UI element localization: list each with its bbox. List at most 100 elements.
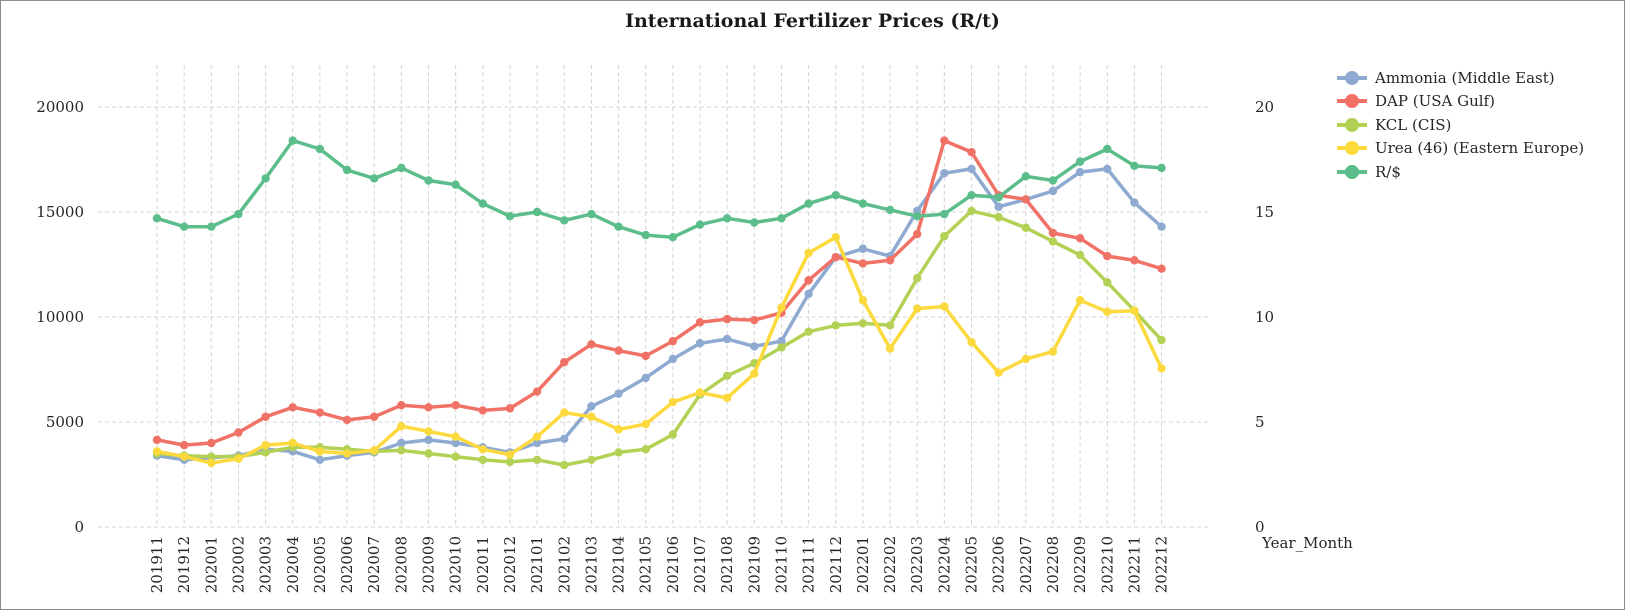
x-tick-label: 202204 [935, 536, 953, 593]
data-point [532, 432, 542, 441]
series-line [155, 138, 1164, 239]
data-point [722, 334, 732, 344]
data-point [587, 412, 596, 421]
data-point [152, 214, 162, 223]
legend-label: Urea (46) (Eastern Europe) [1375, 139, 1585, 158]
x-tick-label: 202112 [827, 536, 845, 593]
data-point [722, 393, 732, 403]
data-point [1021, 172, 1030, 181]
x-tick-label: 202211 [1125, 536, 1143, 593]
data-point [777, 214, 786, 223]
data-point [804, 248, 813, 258]
data-point [994, 193, 1003, 202]
legend-label: DAP (USA Gulf) [1375, 92, 1495, 111]
data-point [695, 388, 705, 397]
data-point [695, 318, 705, 327]
data-point [207, 452, 216, 461]
data-point [1048, 237, 1058, 246]
data-point [1075, 250, 1085, 260]
x-tick-label: 202001 [202, 536, 220, 593]
data-point [722, 371, 732, 380]
data-point [967, 206, 976, 216]
x-tick-label: 201911 [148, 536, 166, 593]
right-y-tick-label: 5 [1255, 413, 1265, 431]
data-point [614, 448, 623, 457]
left-y-tick-label: 20000 [36, 98, 84, 116]
x-tick-label: 202110 [772, 536, 790, 593]
data-point [641, 351, 650, 361]
series-layer [152, 136, 1166, 470]
data-point [152, 435, 162, 445]
data-point [207, 438, 216, 448]
data-point [1075, 167, 1085, 177]
x-tick-label: 202006 [338, 536, 356, 593]
left-y-tick-label: 10000 [36, 308, 84, 326]
data-point [641, 445, 650, 454]
x-tick-label: 202007 [365, 536, 383, 593]
data-point [397, 422, 406, 431]
x-tick-label: 202101 [528, 536, 546, 593]
data-point [451, 180, 460, 189]
legend-swatch [1337, 94, 1367, 109]
left-y-tick-label: 0 [74, 518, 84, 536]
data-point [207, 458, 216, 468]
data-point [179, 222, 189, 231]
data-point [967, 164, 976, 174]
data-point [695, 220, 705, 229]
data-point [1075, 296, 1085, 305]
chart-title: International Fertilizer Prices (R/t) [625, 10, 1000, 32]
data-point [885, 256, 895, 265]
data-point [940, 302, 949, 311]
data-point [858, 296, 868, 305]
right-y-tick-label: 20 [1255, 98, 1274, 116]
data-point [315, 408, 325, 417]
right-y-tick-label: 10 [1255, 308, 1274, 326]
data-point [1021, 354, 1030, 364]
left-y-tick-label: 5000 [46, 413, 84, 431]
x-tick-label: 202205 [963, 536, 981, 593]
data-point [234, 428, 243, 437]
data-point [288, 136, 297, 145]
data-point [1021, 223, 1030, 232]
data-point [750, 342, 759, 351]
series-2 [152, 206, 1166, 470]
data-point [831, 321, 840, 330]
data-point [532, 207, 542, 217]
data-point [804, 199, 813, 208]
data-point [668, 397, 678, 407]
data-point [668, 233, 678, 242]
data-point [451, 452, 460, 461]
data-point [858, 319, 868, 328]
data-point [288, 403, 297, 412]
data-point [261, 174, 270, 183]
x-tick-label: 202104 [610, 536, 628, 593]
x-tick-label: 202010 [447, 536, 465, 593]
x-tick-label: 202012 [501, 536, 519, 593]
series-1 [152, 136, 1166, 450]
data-point [831, 191, 840, 200]
data-point [234, 209, 243, 219]
legend-item: Urea (46) (Eastern Europe) [1337, 137, 1584, 161]
x-tick-label: 202103 [582, 536, 600, 593]
data-point [1103, 307, 1112, 316]
series-4 [152, 136, 1166, 242]
x-tick-label: 202005 [311, 536, 329, 593]
series-3 [152, 233, 1166, 468]
legend-label: KCL (CIS) [1375, 115, 1452, 134]
left-y-tick-label: 15000 [36, 203, 84, 221]
data-point [315, 447, 325, 456]
x-tick-label: 202011 [474, 536, 492, 593]
x-tick-label: 202004 [284, 536, 302, 593]
data-point [179, 440, 189, 450]
data-point [397, 401, 406, 410]
data-point [342, 449, 352, 458]
x-tick-label: 202207 [1017, 536, 1035, 593]
data-point [560, 408, 569, 417]
data-point [1130, 256, 1139, 265]
data-point [614, 389, 623, 398]
data-point [967, 147, 976, 157]
data-point [451, 432, 460, 441]
series-line [155, 209, 1164, 467]
x-tick-label: 202202 [881, 536, 899, 593]
